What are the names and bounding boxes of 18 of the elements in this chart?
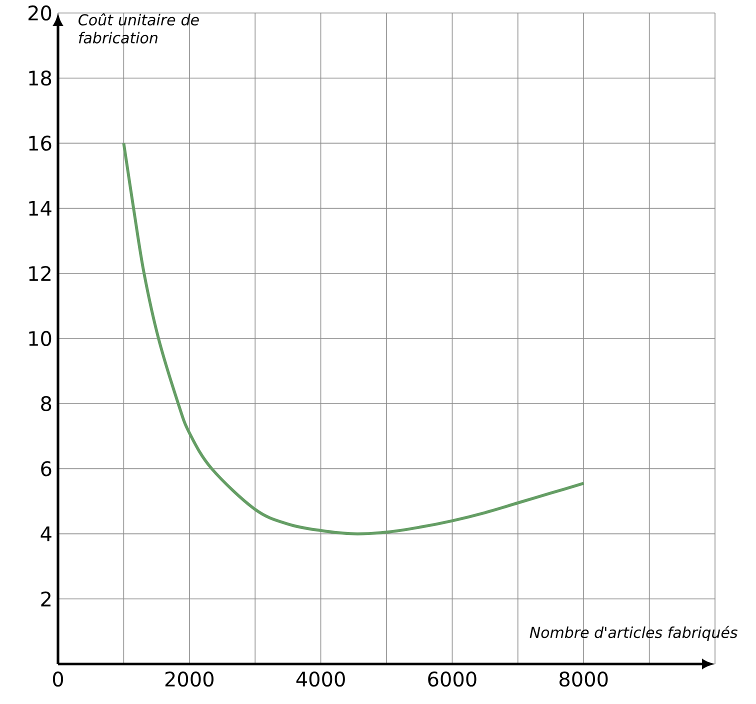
y-tick-label: 10 (29, 330, 52, 346)
line-series (122, 142, 586, 536)
y-axis-title: Coût unitaire de fabrication (78, 13, 199, 44)
y-tick-label: 4 (40, 526, 52, 542)
x-tick-label: 6000 (428, 672, 476, 687)
y-tick-label: 12 (29, 266, 50, 281)
x-tick-label: 0 (52, 672, 64, 687)
y-tick-label: 20 (28, 5, 52, 21)
y-tick-label: 2 (41, 591, 50, 606)
y-tick-label: 8 (41, 396, 52, 412)
y-tick-label: 18 (29, 70, 52, 86)
x-tick-label: 8000 (560, 672, 608, 687)
x-tick-label: 2000 (165, 672, 214, 687)
x-axis-title: Nombre d'articles fabriqués (530, 626, 738, 641)
y-tick-label: 14 (29, 201, 52, 216)
x-tick-label: 4000 (296, 672, 345, 687)
y-tick-label: 16 (29, 136, 52, 151)
y-tick-label: 6 (41, 461, 52, 476)
